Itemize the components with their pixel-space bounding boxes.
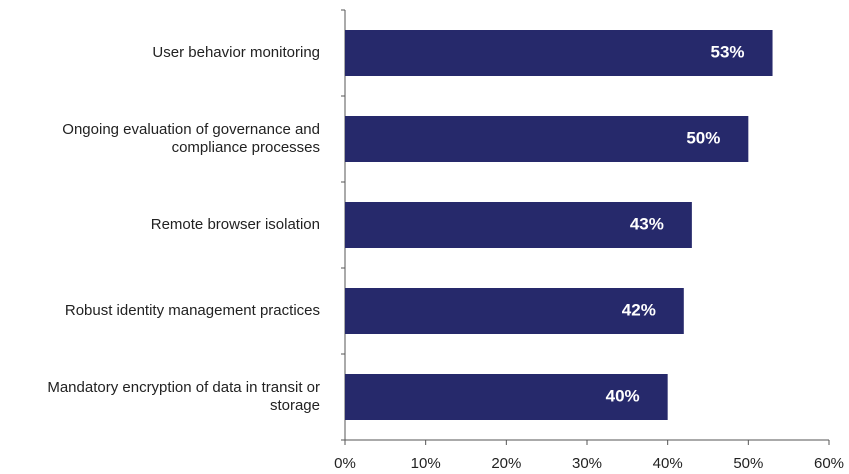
x-tick-label: 60%: [814, 455, 844, 472]
category-label: Ongoing evaluation of governance and com…: [62, 121, 320, 156]
bar: [345, 288, 684, 334]
category-label: Robust identity management practices: [64, 302, 320, 319]
x-tick-label: 30%: [572, 455, 602, 472]
x-tick-label: 50%: [733, 455, 763, 472]
value-label: 43%: [630, 214, 664, 233]
x-tick-label: 20%: [491, 455, 521, 472]
category-label: User behavior monitoring: [152, 44, 320, 61]
value-label: 53%: [711, 42, 745, 61]
category-label: Remote browser isolation: [150, 216, 320, 233]
value-label: 40%: [606, 386, 640, 405]
x-tick-label: 0%: [334, 455, 356, 472]
value-label: 50%: [686, 128, 720, 147]
bar: [345, 30, 773, 76]
bar: [345, 116, 749, 162]
category-label: Mandatory encryption of data in transit …: [47, 379, 320, 414]
bar: [345, 374, 668, 420]
x-tick-label: 40%: [653, 455, 683, 472]
value-label: 42%: [622, 300, 656, 319]
bar: [345, 202, 692, 248]
x-tick-label: 10%: [411, 455, 441, 472]
